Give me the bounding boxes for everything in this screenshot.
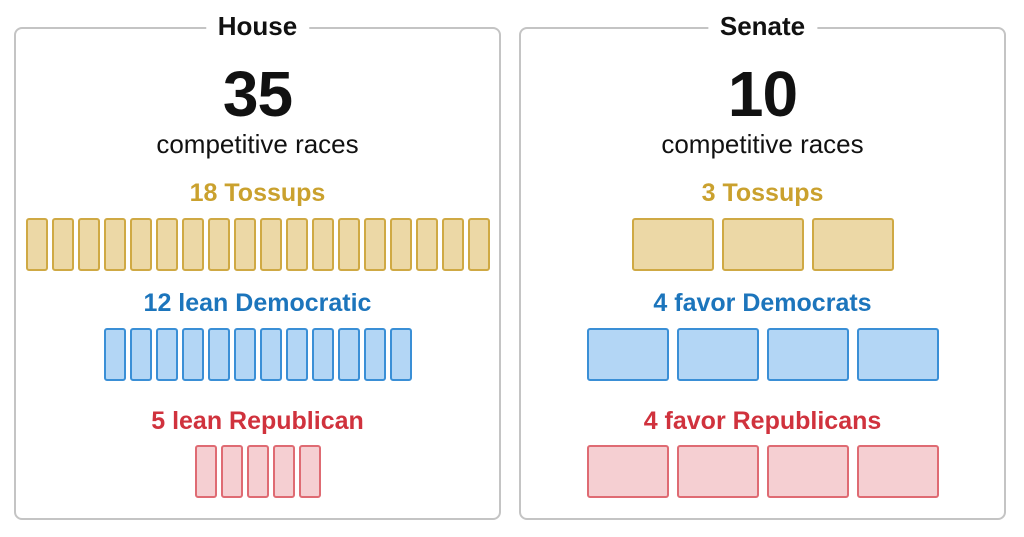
- race-box: [207, 328, 230, 381]
- race-box: [389, 328, 412, 381]
- race-box: [721, 218, 804, 271]
- panel-title: House: [205, 9, 310, 43]
- race-box: [285, 328, 308, 381]
- race-box: [389, 218, 412, 271]
- favor-democrats-boxes: [521, 328, 1004, 381]
- race-box: [259, 218, 282, 271]
- race-box: [181, 328, 204, 381]
- race-box: [415, 218, 438, 271]
- race-box: [311, 328, 334, 381]
- race-box: [233, 218, 256, 271]
- race-box: [676, 328, 759, 381]
- tossup-label: 3 Tossups: [701, 179, 824, 207]
- favor-republicans-label: 4 favor Republicans: [643, 407, 882, 435]
- lean-democratic-label: 12 lean Democratic: [143, 289, 372, 317]
- race-box: [77, 218, 100, 271]
- race-box: [363, 218, 386, 271]
- race-box: [233, 328, 256, 381]
- race-box: [631, 218, 714, 271]
- favor-democrats-label: 4 favor Democrats: [653, 289, 872, 317]
- race-box: [298, 445, 321, 498]
- lean-democratic-boxes: [16, 328, 499, 381]
- total-races-number: 35: [222, 58, 293, 130]
- race-box: [155, 218, 178, 271]
- race-box: [259, 328, 282, 381]
- race-box: [856, 445, 939, 498]
- race-box: [129, 328, 152, 381]
- race-box: [25, 218, 48, 271]
- race-box: [311, 218, 334, 271]
- lean-republican-boxes: [16, 445, 499, 498]
- tossup-boxes: [16, 218, 499, 271]
- lean-republican-label: 5 lean Republican: [151, 407, 364, 435]
- total-races-label: competitive races: [661, 129, 864, 159]
- race-box: [586, 445, 669, 498]
- race-box: [285, 218, 308, 271]
- house-panel: House 35 competitive races 18 Tossups 12…: [14, 9, 501, 520]
- senate-panel: Senate 10 competitive races 3 Tossups 4 …: [519, 9, 1006, 520]
- race-box: [220, 445, 243, 498]
- total-races-number: 10: [727, 58, 798, 130]
- race-box: [103, 328, 126, 381]
- race-box: [207, 218, 230, 271]
- race-box: [103, 218, 126, 271]
- race-box: [586, 328, 669, 381]
- race-box: [337, 218, 360, 271]
- race-box: [155, 328, 178, 381]
- total-races-label: competitive races: [156, 129, 359, 159]
- race-box: [181, 218, 204, 271]
- race-box: [194, 445, 217, 498]
- race-box: [856, 328, 939, 381]
- race-box: [337, 328, 360, 381]
- race-box: [676, 445, 759, 498]
- race-box: [363, 328, 386, 381]
- panel-title: Senate: [707, 9, 818, 43]
- race-box: [441, 218, 464, 271]
- race-box: [467, 218, 490, 271]
- race-box: [811, 218, 894, 271]
- race-box: [246, 445, 269, 498]
- race-box: [129, 218, 152, 271]
- favor-republicans-boxes: [521, 445, 1004, 498]
- tossup-boxes: [521, 218, 1004, 271]
- race-box: [766, 445, 849, 498]
- race-box: [272, 445, 295, 498]
- race-box: [51, 218, 74, 271]
- tossup-label: 18 Tossups: [189, 179, 326, 207]
- race-box: [766, 328, 849, 381]
